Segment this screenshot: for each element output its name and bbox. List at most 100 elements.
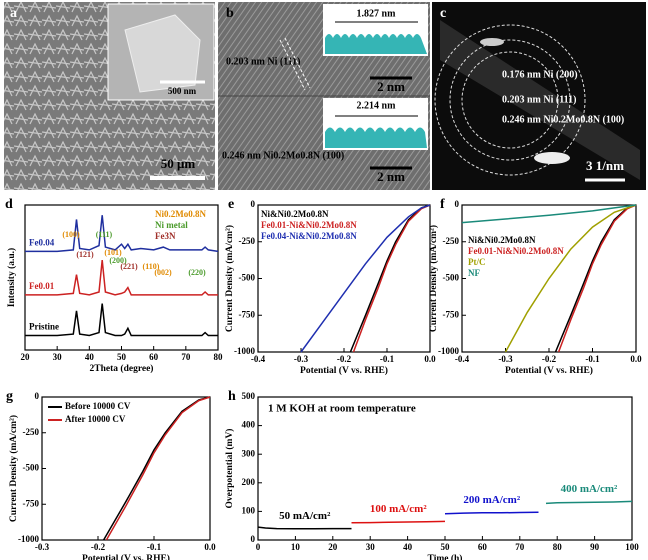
series-line [352,204,431,353]
peak-label: (220) [188,268,206,277]
x-tick-label: 20 [328,542,338,552]
y-tick-label: -250 [443,236,460,246]
x-tick-label: -0.2 [542,354,557,364]
x-tick-label: 0 [256,542,261,552]
series-line [461,204,637,224]
peak-label: (221) [120,262,138,271]
y-tick-label: -750 [23,498,40,508]
peak-label: (101) [104,248,122,257]
x-axis-label: Potential (V vs. RHE) [505,365,593,376]
series-label: Fe0.01 [29,281,55,291]
series-line [351,520,446,524]
x-tick-label: -0.2 [337,354,352,364]
legend-entry: NF [468,268,480,278]
series-line [504,204,637,353]
peak-label: (200) [109,256,127,265]
scale-text: 500 nm [168,86,197,96]
y-tick-label: 0 [35,391,40,401]
y-tick-label: 400 [242,420,256,430]
peak-label: (111) [96,230,113,239]
series-label: Fe0.04 [29,237,55,247]
y-tick-label: -500 [239,273,256,283]
y-tick-label: 0 [455,199,460,209]
x-tick-label: -0.3 [498,354,513,364]
scale-text: 50 μm [161,156,196,171]
x-axis-label: Potential (V vs. RHE) [300,365,388,376]
y-tick-label: -1000 [234,346,255,356]
panel-label: g [6,389,13,404]
x-tick-label: 80 [553,542,563,552]
legend-entry: Fe0.01-Ni&Ni0.2Mo0.8N [261,220,357,230]
legend-entry: Fe0.01-Ni&Ni0.2Mo0.8N [468,246,564,256]
y-tick-label: 0 [251,199,256,209]
ring-text: 0.246 nm Ni0.2Mo0.8N (100) [502,114,624,125]
series-label: Pristine [29,322,59,332]
x-tick-label: 70 [181,352,191,362]
panel-label: a [10,6,17,21]
y-tick-label: -750 [443,309,460,319]
x-tick-label: -0.3 [35,542,50,552]
scale-text: 2 nm [377,169,405,184]
series-line [557,204,637,353]
y-tick-label: 300 [242,448,256,458]
x-tick-label: 100 [625,542,639,552]
spacing-text: 2.214 nm [357,100,397,111]
y-axis-label: Current Density (mA/cm²) [224,225,235,332]
x-tick-label: 40 [85,352,95,362]
series-line [545,500,633,505]
panel-label: d [5,197,13,212]
x-tick-label: 10 [291,542,301,552]
x-tick-label: -0.1 [147,542,162,552]
phase-legend: Fe3N [155,231,176,241]
series-label: 400 mA/cm² [561,483,618,495]
y-tick-label: -750 [239,309,256,319]
series-label: 100 mA/cm² [370,503,427,515]
peak-label: (002) [154,268,172,277]
micrograph-b: 1.827 nm 0.203 nm Ni (111) 2 nm 2.214 nm… [218,2,430,190]
x-tick-label: 50 [441,542,451,552]
x-tick-label: 40 [403,542,413,552]
legend-entry: Pt/C [468,257,486,267]
scale-text: 3 1/nm [586,158,624,173]
series-line [105,396,211,541]
x-tick-label: 60 [478,542,488,552]
y-tick-label: -250 [23,427,40,437]
x-axis-label: 2Theta (degree) [90,363,154,374]
peak-label: (110) [143,262,160,271]
diffraction-c: 0.176 nm Ni (200) 0.203 nm Ni (111) 0.24… [432,2,646,190]
x-tick-label: 60 [149,352,159,362]
x-tick-label: -0.4 [251,354,266,364]
series-line [25,260,218,296]
panel-label: e [228,197,234,212]
peak-label: (100) [62,230,80,239]
lattice-text: 0.246 nm Ni0.2Mo0.8N (100) [222,150,344,161]
x-tick-label: 0.0 [204,542,216,552]
y-tick-label: -250 [239,236,256,246]
series-label: 50 mA/cm² [279,510,331,522]
y-axis-label: Intensity (a.u.) [6,248,17,307]
legend-entry: After 10000 CV [65,414,126,424]
panel-label: c [440,6,446,21]
x-tick-label: -0.1 [380,354,395,364]
scale-text: 2 nm [377,79,405,94]
y-tick-label: 500 [242,391,256,401]
panel-label: h [228,389,236,404]
series-line [25,215,219,253]
y-axis-label: Current Density (mA/cm²) [428,225,439,332]
spacing-text: 1.827 nm [357,8,397,19]
x-axis-label: Potential (V vs. RHE) [82,553,170,560]
y-tick-label: -500 [443,273,460,283]
x-tick-label: 80 [214,352,224,362]
y-tick-label: -1000 [438,346,459,356]
x-tick-label: 20 [21,352,31,362]
legend-entry: Before 10000 CV [65,401,131,411]
y-tick-label: -500 [23,463,40,473]
phase-legend: Ni metal [155,220,188,230]
y-axis-label: Overpotential (mV) [224,429,235,509]
lattice-text: 0.203 nm Ni (111) [226,56,300,67]
y-tick-label: -1000 [18,534,39,544]
legend-entry: Ni&Ni0.2Mo0.8N [261,209,329,219]
annotation: 1 M KOH at room temperature [268,403,416,415]
